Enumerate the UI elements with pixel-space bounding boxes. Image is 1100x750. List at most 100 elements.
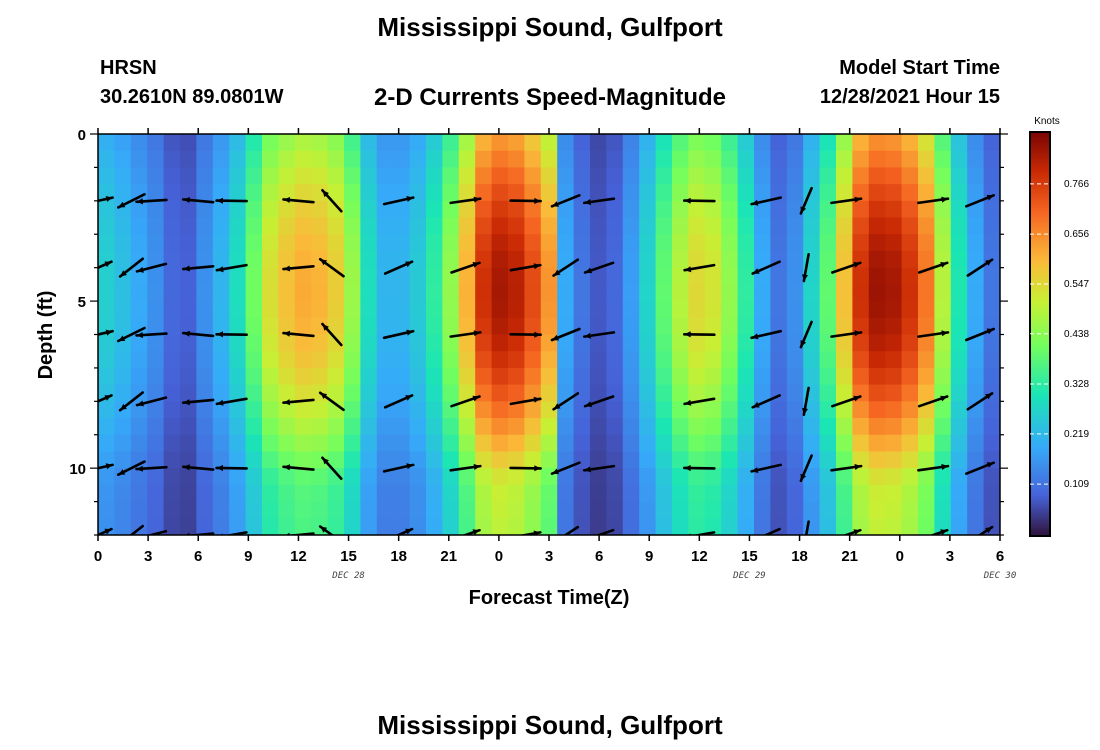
- heatmap-cell: [524, 301, 542, 319]
- heatmap-cell: [508, 217, 525, 235]
- heatmap-cell: [229, 134, 247, 152]
- heatmap-cell: [836, 401, 853, 419]
- current-arrow: [964, 461, 996, 476]
- heatmap-cell: [98, 267, 115, 285]
- heatmap-cell: [311, 434, 329, 453]
- heatmap-cell: [163, 167, 181, 185]
- current-arrow: [182, 398, 215, 406]
- heatmap-cell: [360, 401, 378, 419]
- heatmap-cell: [524, 434, 542, 453]
- heatmap-cell: [196, 401, 214, 419]
- heatmap-cell: [639, 217, 657, 235]
- heatmap-cell: [737, 451, 755, 469]
- current-arrow: [282, 197, 315, 204]
- heatmap-cell: [983, 200, 1000, 219]
- heatmap-cell: [294, 518, 312, 535]
- heatmap-cell: [442, 518, 460, 535]
- heatmap-cell: [458, 317, 476, 336]
- arrow-head: [136, 332, 143, 339]
- heatmap-cell: [458, 501, 476, 519]
- heatmap-cell: [606, 334, 624, 352]
- heatmap-cell: [672, 434, 689, 453]
- heatmap-cell: [885, 250, 903, 269]
- heatmap-cell: [524, 284, 542, 302]
- heatmap-cell: [852, 334, 870, 352]
- arrow-head: [800, 206, 807, 214]
- heatmap-cell: [508, 384, 525, 402]
- heatmap-cell: [262, 167, 279, 185]
- heatmap-cell: [229, 167, 247, 185]
- current-arrow: [966, 392, 994, 411]
- x-tick-label: 6: [595, 548, 603, 565]
- heatmap-cell: [950, 518, 968, 535]
- heatmap-cell: [557, 301, 575, 319]
- heatmap-cell: [245, 234, 263, 252]
- heatmap-cell: [508, 301, 525, 319]
- heatmap-cell: [901, 367, 919, 386]
- heatmap-cell: [950, 317, 968, 336]
- heatmap-cell: [196, 234, 214, 252]
- heatmap-cell: [458, 250, 476, 269]
- heatmap-cell: [327, 284, 345, 302]
- heatmap-cell: [262, 301, 279, 319]
- heatmap-cell: [294, 367, 312, 386]
- heatmap-cell: [426, 134, 443, 152]
- current-arrow: [509, 197, 542, 204]
- heatmap-cell: [180, 334, 197, 352]
- heatmap-cell: [704, 518, 722, 535]
- heatmap-cell: [245, 468, 263, 486]
- heatmap-cell: [868, 418, 886, 436]
- current-arrow: [804, 520, 810, 535]
- heatmap-cell: [311, 234, 329, 252]
- heatmap-cell: [98, 167, 115, 185]
- heatmap-cell: [983, 134, 1000, 152]
- heatmap-cell: [737, 301, 755, 319]
- heatmap-cell: [344, 301, 361, 319]
- current-arrow: [917, 395, 949, 408]
- heatmap-cell: [196, 150, 214, 169]
- heatmap-cell: [163, 434, 181, 453]
- heatmap-cell: [475, 267, 493, 285]
- heatmap-cell: [868, 250, 886, 269]
- heatmap-cell: [393, 134, 411, 152]
- heatmap-cell: [540, 451, 558, 469]
- heatmap-cell: [475, 334, 493, 352]
- heatmap-cell: [557, 167, 575, 185]
- x-tick-label: 9: [244, 548, 252, 565]
- heatmap-cell: [704, 367, 722, 386]
- heatmap-cell: [426, 301, 443, 319]
- heatmap-cell: [245, 351, 263, 369]
- heatmap-cell: [606, 468, 624, 486]
- heatmap-cell: [344, 184, 361, 202]
- heatmap-cell: [950, 184, 968, 202]
- heatmap-cell: [967, 234, 985, 252]
- heatmap-cell: [294, 451, 312, 469]
- heatmap-cell: [524, 518, 542, 535]
- heatmap-cell: [573, 234, 591, 252]
- arrow-head: [986, 328, 994, 335]
- heatmap-cell: [901, 250, 919, 269]
- arrow-head: [283, 464, 291, 471]
- heatmap-cell: [426, 317, 443, 336]
- heatmap-cell: [491, 334, 509, 352]
- heatmap-cell: [278, 317, 296, 336]
- heatmap-cell: [704, 134, 722, 152]
- heatmap-cell: [983, 484, 1000, 503]
- arrow-head: [585, 267, 593, 274]
- arrow-head: [533, 396, 541, 403]
- heatmap-cell: [196, 434, 214, 453]
- heatmap-cell: [786, 484, 804, 503]
- heatmap-cell: [262, 317, 279, 336]
- heatmap-cell: [426, 367, 443, 386]
- heatmap-cell: [508, 351, 525, 369]
- heatmap-cell: [311, 200, 329, 219]
- heatmap-cell: [245, 200, 263, 219]
- heatmap-cell: [393, 234, 411, 252]
- arrow-shaft: [129, 524, 144, 535]
- heatmap-cell: [147, 167, 165, 185]
- heatmap-cell: [672, 317, 689, 336]
- heatmap-cell: [458, 401, 476, 419]
- heatmap-cell: [786, 518, 804, 535]
- heatmap-cell: [704, 234, 722, 252]
- heatmap-cell: [573, 217, 591, 235]
